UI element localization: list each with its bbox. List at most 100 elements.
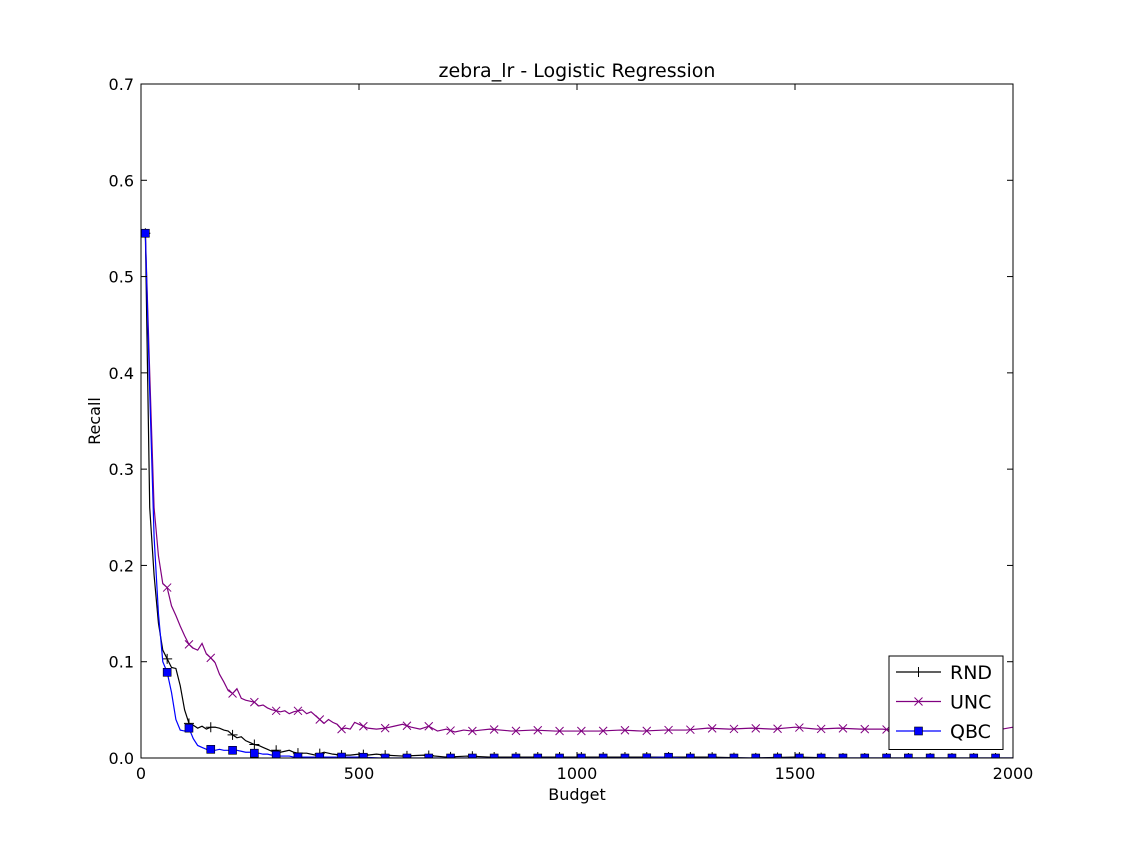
data-point-unc-17 <box>511 726 521 736</box>
data-point-unc-12 <box>402 721 412 731</box>
data-point-qbc-24 <box>664 752 673 758</box>
series-unc <box>141 228 1013 736</box>
legend-label-rnd: RND <box>950 662 992 684</box>
data-point-unc-31 <box>816 724 826 734</box>
data-point-qbc-10 <box>359 752 368 758</box>
chart-title: zebra_lr - Logistic Regression <box>439 60 716 82</box>
data-point-unc-18 <box>533 725 543 735</box>
data-point-unc-21 <box>598 726 608 736</box>
data-point-qbc-6 <box>271 750 281 758</box>
plot-frame <box>140 83 1014 759</box>
x-tick-label: 1000 <box>557 764 598 783</box>
y-axis-label: Recall <box>85 397 104 445</box>
data-point-unc-13 <box>424 721 434 731</box>
x-tick-label: 0 <box>136 764 146 783</box>
series-rnd <box>141 228 1013 758</box>
legend-marker-rnd <box>913 667 924 677</box>
data-point-qbc-21 <box>598 753 608 758</box>
data-point-rnd-4 <box>227 729 238 740</box>
data-point-qbc-26 <box>707 753 717 758</box>
data-point-unc-9 <box>337 724 346 734</box>
data-point-qbc-9 <box>337 752 346 758</box>
data-point-qbc-32 <box>838 753 848 758</box>
data-point-unc-29 <box>773 724 782 734</box>
data-point-rnd-1 <box>162 653 173 664</box>
data-point-unc-5 <box>250 697 259 707</box>
data-point-unc-28 <box>751 723 761 733</box>
legend-item-qbc: QBC <box>896 721 991 743</box>
legend-marker-unc <box>914 697 923 706</box>
axes-layer: 0 500 1000 1500 2000 0.0 0.1 0.2 0.3 0.4 0.5 0.6 0.7 <box>109 75 1034 783</box>
data-point-qbc-22 <box>620 753 630 758</box>
data-point-qbc-34 <box>882 753 891 758</box>
data-point-unc-2 <box>184 640 194 649</box>
data-point-qbc-25 <box>686 753 695 758</box>
data-point-unc-32 <box>838 723 848 733</box>
data-point-qbc-30 <box>795 753 804 758</box>
series-line-qbc <box>144 233 1013 758</box>
data-point-unc-15 <box>468 726 477 736</box>
y-tick-label: 0.1 <box>109 653 134 672</box>
data-point-qbc-15 <box>468 753 477 758</box>
data-point-unc-22 <box>620 725 630 735</box>
data-point-unc-33 <box>860 724 870 734</box>
data-point-unc-30 <box>795 723 804 732</box>
data-point-unc-25 <box>686 725 695 735</box>
data-point-unc-4 <box>228 689 237 698</box>
data-point-qbc-2 <box>184 723 194 733</box>
legend: RND UNC QBC <box>888 655 1004 750</box>
x-axis-label: Budget <box>548 785 606 804</box>
data-point-qbc-28 <box>751 753 761 758</box>
x-tick-label: 2000 <box>993 764 1034 783</box>
data-point-qbc-5 <box>250 748 259 758</box>
y-tick-label: 0.5 <box>109 268 134 287</box>
data-point-qbc-17 <box>511 753 521 758</box>
y-tick-label: 0.3 <box>109 460 134 479</box>
data-point-qbc-11 <box>380 753 390 758</box>
data-point-qbc-27 <box>729 753 739 758</box>
data-point-unc-8 <box>315 715 325 724</box>
series-line-unc <box>144 233 1013 733</box>
data-point-qbc-36 <box>925 753 935 758</box>
data-point-qbc-31 <box>816 753 826 758</box>
legend-item-rnd: RND <box>896 662 992 684</box>
data-point-unc-26 <box>707 723 717 733</box>
series-layer <box>141 228 1013 758</box>
data-point-unc-3 <box>206 653 216 663</box>
data-point-qbc-1 <box>162 668 172 677</box>
data-point-qbc-0 <box>141 228 150 238</box>
y-tick-label: 0.6 <box>109 171 134 190</box>
y-tick-label: 0.7 <box>109 75 134 94</box>
y-tick-label: 0.0 <box>109 749 134 768</box>
data-point-qbc-39 <box>991 753 1000 758</box>
data-point-unc-1 <box>162 583 172 592</box>
legend-item-unc: UNC <box>896 692 991 714</box>
data-point-unc-7 <box>293 706 303 716</box>
x-tick-label: 500 <box>344 764 375 783</box>
y-tick-label: 0.2 <box>109 556 134 575</box>
data-point-unc-11 <box>380 723 390 733</box>
data-point-qbc-13 <box>424 753 434 758</box>
data-point-qbc-7 <box>293 752 303 758</box>
data-point-unc-19 <box>555 726 564 736</box>
data-point-qbc-35 <box>904 753 913 758</box>
data-point-qbc-4 <box>228 745 237 755</box>
series-qbc <box>141 228 1013 758</box>
legend-marker-qbc <box>914 726 923 736</box>
data-point-qbc-37 <box>947 753 957 758</box>
data-point-qbc-33 <box>860 753 870 758</box>
data-point-qbc-20 <box>577 753 586 758</box>
data-point-rnd-3 <box>205 722 216 733</box>
data-point-unc-16 <box>489 725 499 734</box>
x-tick-label: 1500 <box>775 764 816 783</box>
data-point-unc-6 <box>271 706 281 716</box>
legend-label-qbc: QBC <box>950 721 991 743</box>
data-point-qbc-3 <box>206 745 216 754</box>
data-point-unc-20 <box>577 726 586 736</box>
data-point-qbc-12 <box>402 753 412 758</box>
data-point-qbc-14 <box>446 753 455 758</box>
data-point-unc-14 <box>446 726 455 735</box>
series-line-rnd <box>144 233 1013 758</box>
